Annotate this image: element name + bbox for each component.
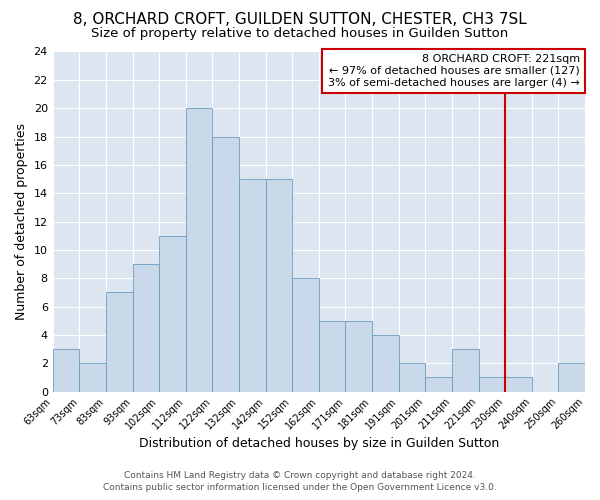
Text: Contains HM Land Registry data © Crown copyright and database right 2024.
Contai: Contains HM Land Registry data © Crown c… <box>103 471 497 492</box>
Bar <box>319 321 346 392</box>
Text: 8, ORCHARD CROFT, GUILDEN SUTTON, CHESTER, CH3 7SL: 8, ORCHARD CROFT, GUILDEN SUTTON, CHESTE… <box>73 12 527 28</box>
Bar <box>159 236 186 392</box>
Bar <box>346 321 372 392</box>
Bar <box>266 179 292 392</box>
Bar <box>398 364 425 392</box>
Bar <box>186 108 212 392</box>
Bar <box>239 179 266 392</box>
Text: 8 ORCHARD CROFT: 221sqm
← 97% of detached houses are smaller (127)
3% of semi-de: 8 ORCHARD CROFT: 221sqm ← 97% of detache… <box>328 54 580 88</box>
Text: Size of property relative to detached houses in Guilden Sutton: Size of property relative to detached ho… <box>91 28 509 40</box>
Bar <box>479 378 505 392</box>
Bar <box>372 335 398 392</box>
Bar <box>133 264 159 392</box>
X-axis label: Distribution of detached houses by size in Guilden Sutton: Distribution of detached houses by size … <box>139 437 499 450</box>
Bar <box>559 364 585 392</box>
Bar <box>452 349 479 392</box>
Bar <box>79 364 106 392</box>
Bar <box>505 378 532 392</box>
Bar <box>292 278 319 392</box>
Bar <box>425 378 452 392</box>
Bar <box>106 292 133 392</box>
Y-axis label: Number of detached properties: Number of detached properties <box>15 123 28 320</box>
Bar <box>53 349 79 392</box>
Bar <box>212 136 239 392</box>
